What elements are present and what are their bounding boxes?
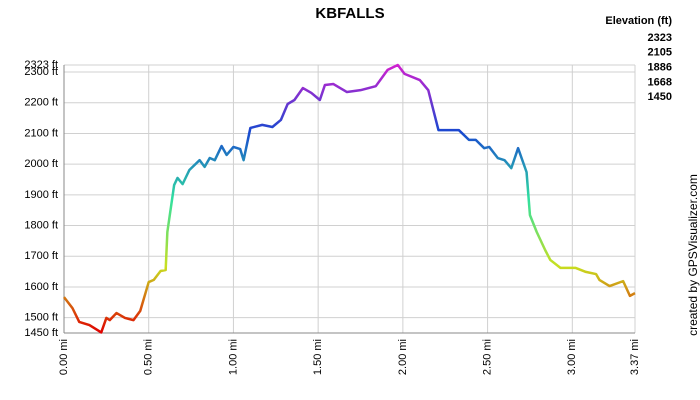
y-tick-label: 2200 ft: [24, 97, 58, 109]
x-tick-label: 2.50 mi: [481, 339, 493, 375]
elevation-line: [63, 63, 636, 334]
y-tick-label: 2300 ft: [24, 66, 58, 78]
legend-entry: 1668: [648, 76, 672, 88]
x-tick-label: 1.50 mi: [312, 339, 324, 375]
x-tick-label: 3.00 mi: [566, 339, 578, 375]
y-tick-label: 1450 ft: [24, 327, 58, 339]
legend-title: Elevation (ft): [605, 15, 672, 27]
x-tick-label: 0.50 mi: [143, 339, 155, 375]
chart-title: KBFALLS: [315, 5, 384, 22]
y-tick-label: 1500 ft: [24, 312, 58, 324]
legend-entry: 1886: [648, 62, 672, 74]
x-tick-label: 0.00 mi: [58, 339, 70, 375]
y-tick-label: 1700 ft: [24, 250, 58, 262]
legend-entry: 2323: [648, 32, 672, 44]
y-tick-label: 1900 ft: [24, 189, 58, 201]
y-tick-label: 2100 ft: [24, 127, 58, 139]
x-tick-label: 2.00 mi: [397, 339, 409, 375]
legend-entry: 1450: [648, 91, 672, 103]
legend-entry: 2105: [648, 47, 672, 59]
credit: created by GPSVisualizer.com: [686, 174, 700, 336]
y-tick-label: 2323 ft: [24, 59, 58, 71]
x-tick-label: 1.00 mi: [227, 339, 239, 375]
x-tick-label: 3.37 mi: [629, 339, 641, 375]
y-tick-label: 1800 ft: [24, 219, 58, 231]
y-tick-label: 1600 ft: [24, 281, 58, 293]
y-tick-label: 2000 ft: [24, 158, 58, 170]
